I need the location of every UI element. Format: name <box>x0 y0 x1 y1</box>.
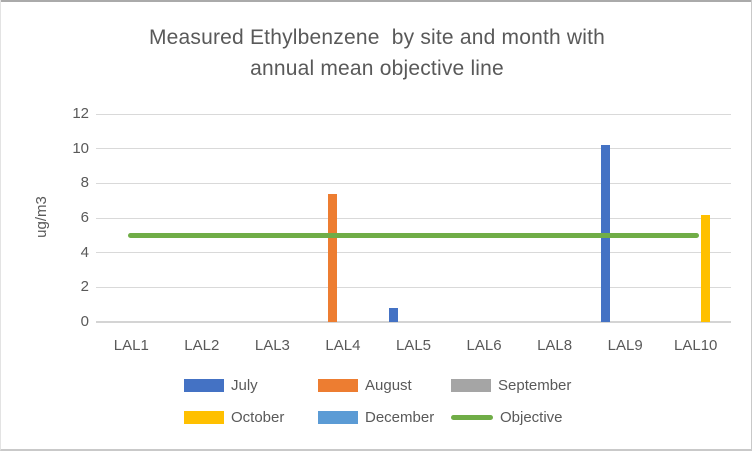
y-tick-label: 0 <box>80 313 89 330</box>
x-tick-label: LAL2 <box>184 337 220 354</box>
x-axis-line <box>96 321 731 323</box>
y-tick-label: 6 <box>80 209 89 226</box>
x-tick-label: LAL8 <box>537 337 573 354</box>
legend-item-objective[interactable]: Objective <box>451 407 563 427</box>
objective-line[interactable] <box>128 232 699 238</box>
legend-item-august[interactable]: August <box>318 375 412 395</box>
legend-line-swatch <box>451 414 493 420</box>
legend-swatch <box>184 410 224 424</box>
legend-item-december[interactable]: December <box>318 407 434 427</box>
x-tick-label: LAL1 <box>113 337 149 354</box>
legend-swatch <box>318 410 358 424</box>
legend-item-september[interactable]: September <box>451 375 571 395</box>
chart-title-line-1: Measured Ethylbenzene by site and month … <box>148 26 606 49</box>
y-tick-label: 12 <box>72 105 89 122</box>
chart-title: Measured Ethylbenzene by site and month … <box>117 22 637 84</box>
legend-label: December <box>365 408 435 426</box>
gridline <box>96 252 731 254</box>
bar-august-lal4[interactable] <box>328 193 338 322</box>
gridline <box>96 286 731 288</box>
gridline <box>96 148 731 150</box>
chart-top-border <box>1 0 751 2</box>
x-axis-tick-labels: LAL1 LAL2 LAL3 LAL4 LAL5 LAL6 LAL8 LAL9 LAL10 <box>96 336 731 356</box>
bar-october-lal10[interactable] <box>701 214 711 322</box>
legend-item-october[interactable]: October <box>184 407 284 427</box>
y-tick-label: 10 <box>72 139 89 157</box>
legend-swatch <box>184 378 224 392</box>
gridline <box>96 113 731 115</box>
y-axis-tick-labels: 0 2 4 6 8 10 12 <box>1 105 89 330</box>
bar-july-lal5[interactable] <box>389 308 398 322</box>
legend-item-july[interactable]: July <box>184 375 258 395</box>
gridline <box>96 182 731 184</box>
x-tick-label: LAL10 <box>674 337 718 354</box>
legend-label: Objective <box>500 408 563 426</box>
legend-label: October <box>231 408 285 426</box>
plot-area <box>96 113 731 323</box>
x-tick-label: LAL6 <box>466 337 502 354</box>
legend-label: July <box>231 376 258 394</box>
y-tick-label: 4 <box>80 243 89 261</box>
gridline <box>96 217 731 219</box>
chart-title-line-2: annual mean objective line <box>250 57 504 80</box>
y-tick-label: 2 <box>80 278 89 296</box>
legend-swatch <box>318 378 358 392</box>
y-tick-label: 8 <box>80 174 89 192</box>
legend-label: September <box>498 376 572 394</box>
legend-swatch <box>451 378 491 392</box>
x-tick-label: LAL9 <box>607 337 643 354</box>
legend-label: August <box>365 376 412 394</box>
x-tick-label: LAL3 <box>254 337 290 354</box>
x-tick-label: LAL5 <box>395 337 432 354</box>
x-tick-label: LAL4 <box>325 337 361 354</box>
